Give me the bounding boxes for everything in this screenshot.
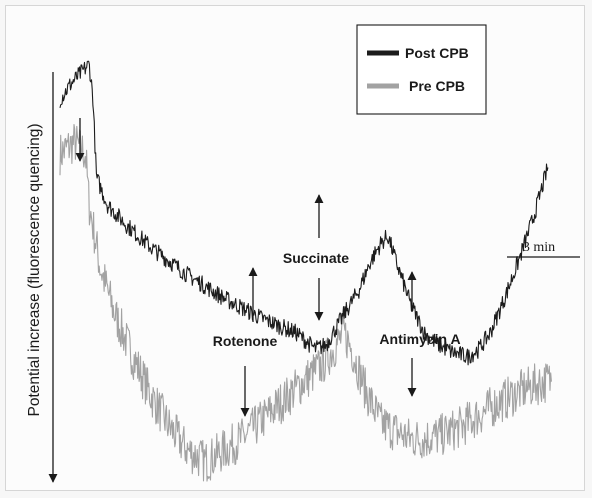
annotation-succinate: Succinate <box>283 250 349 266</box>
legend: Post CPB Pre CPB <box>356 24 487 115</box>
legend-label-post-cpb: Post CPB <box>405 45 469 61</box>
legend-box <box>356 24 487 115</box>
annotation-antimycin: Antimycin A <box>379 331 460 347</box>
trace-pre-cpb <box>59 123 552 482</box>
annotation-rotenone: Rotenone <box>213 333 278 349</box>
y-axis-label: Potential increase (fluorescence quencin… <box>26 124 43 417</box>
legend-label-pre-cpb: Pre CPB <box>409 78 465 94</box>
event-arrows <box>75 118 417 417</box>
series-layer <box>59 60 552 482</box>
trace-post-cpb <box>59 60 549 366</box>
time-scale-label: 3 min <box>523 240 555 255</box>
